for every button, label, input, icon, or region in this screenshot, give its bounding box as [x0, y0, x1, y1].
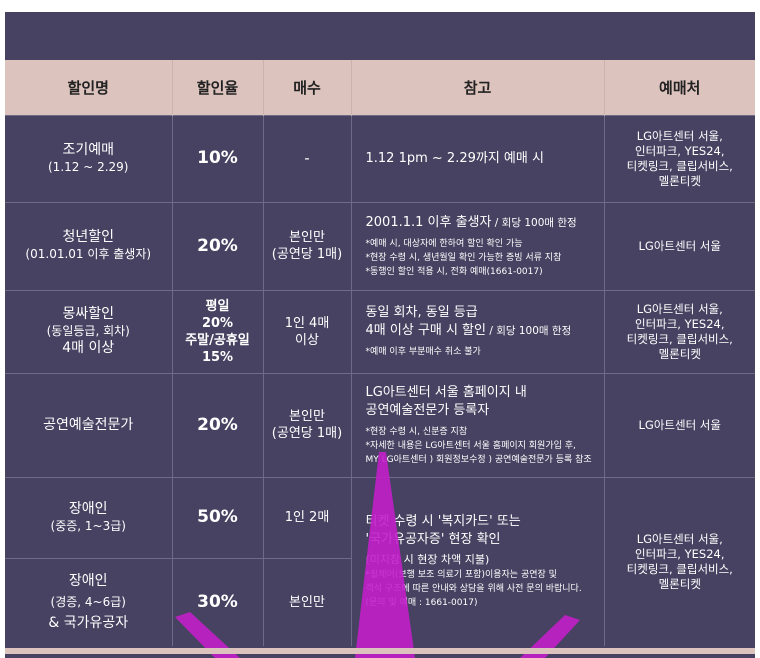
top-band — [5, 12, 755, 60]
table-row-youth: 청년할인 (01.01.01 이후 출생자) 20% 본인만 (공연당 1매) … — [5, 201, 755, 290]
note: LG아트센터 서울 홈페이지 내 공연예술전문가 등록자 *현장 수령 시, 신… — [350, 372, 604, 477]
quantity: 1인 2매 — [262, 476, 351, 558]
quantity: 본인만 (공연당 1매) — [262, 372, 351, 477]
table-row-early-booking: 조기예매 (1.12 ~ 2.29) 10% - 1.12 1pm ~ 2.29… — [5, 114, 755, 202]
quantity: 본인만 — [262, 557, 351, 646]
discount-rate: 20% — [171, 201, 263, 290]
discount-name: 공연예술전문가 — [5, 372, 172, 477]
discount-rate: 30% — [171, 557, 263, 646]
header-row: 할인명 할인율 매수 참고 예매처 — [5, 60, 755, 115]
discount-table: 할인명 할인율 매수 참고 예매처 조기예매 (1.12 ~ 2.29) 10%… — [5, 60, 755, 646]
discount-rate: 10% — [171, 114, 263, 202]
vendor: LG아트센터 서울 — [603, 372, 755, 477]
discount-rate: 50% — [171, 476, 263, 558]
note: 동일 회차, 동일 등급 4매 이상 구매 시 할인 / 회당 100매 한정 … — [350, 289, 604, 373]
discount-name: 장애인 (중증, 1~3급) — [5, 476, 172, 558]
quantity: - — [262, 114, 351, 202]
vendor: LG아트센터 서울 — [603, 201, 755, 290]
table-row-arts-expert: 공연예술전문가 20% 본인만 (공연당 1매) LG아트센터 서울 홈페이지 … — [5, 372, 755, 477]
note: 2001.1.1 이후 출생자 / 회당 100매 한정 *예매 시, 대상자에… — [350, 201, 604, 290]
discount-name: 청년할인 (01.01.01 이후 출생자) — [5, 201, 172, 290]
bottom-stripe — [5, 648, 755, 654]
discount-name: 조기예매 (1.12 ~ 2.29) — [5, 114, 172, 202]
quantity: 1인 4매 이상 — [262, 289, 351, 373]
table-row-disabled-severe: 장애인 (중증, 1~3급) 50% 1인 2매 티켓 수령 시 '복지카드' … — [5, 476, 755, 646]
header-quantity: 매수 — [262, 60, 351, 115]
note: 티켓 수령 시 '복지카드' 또는 '국가유공자증' 현장 확인 (미지참 시 … — [350, 476, 604, 646]
quantity: 본인만 (공연당 1매) — [262, 201, 351, 290]
table-row-disabled-mild: 장애인 (경증, 4~6급) & 국가유공자 30% 본인만 — [5, 557, 755, 646]
discount-panel: 할인명 할인율 매수 참고 예매처 조기예매 (1.12 ~ 2.29) 10%… — [5, 12, 755, 658]
header-discount-name: 할인명 — [5, 60, 172, 115]
vendor: LG아트센터 서울, 인터파크, YES24, 티켓링크, 클립서비스, 멜론티… — [603, 114, 755, 202]
discount-name: 장애인 (경증, 4~6급) & 국가유공자 — [5, 557, 172, 646]
discount-rate: 20% — [171, 372, 263, 477]
table-row-group: 몽싸할인 (동일등급, 회차) 4매 이상 평일 20% 주말/공휴일 15% … — [5, 289, 755, 373]
discount-rate: 평일 20% 주말/공휴일 15% — [171, 289, 263, 373]
header-discount-rate: 할인율 — [171, 60, 263, 115]
vendor: LG아트센터 서울, 인터파크, YES24, 티켓링크, 클립서비스, 멜론티… — [603, 476, 755, 646]
header-vendor: 예매처 — [603, 60, 755, 115]
vendor: LG아트센터 서울, 인터파크, YES24, 티켓링크, 클립서비스, 멜론티… — [603, 289, 755, 373]
header-note: 참고 — [350, 60, 604, 115]
discount-name: 몽싸할인 (동일등급, 회차) 4매 이상 — [5, 289, 172, 373]
note: 1.12 1pm ~ 2.29까지 예매 시 — [350, 114, 604, 202]
